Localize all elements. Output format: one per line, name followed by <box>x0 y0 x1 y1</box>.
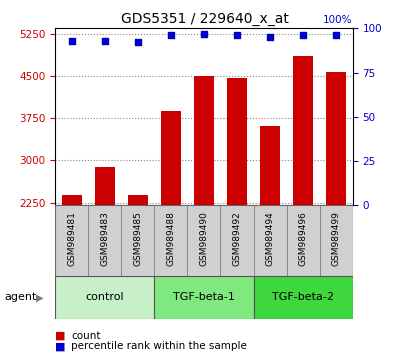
Text: GSM989490: GSM989490 <box>199 211 208 266</box>
Point <box>233 33 240 38</box>
Point <box>101 38 108 44</box>
Bar <box>154 205 187 276</box>
Text: GSM989483: GSM989483 <box>100 211 109 266</box>
Bar <box>128 195 148 205</box>
Point <box>200 31 207 36</box>
Point <box>167 33 174 38</box>
Text: count: count <box>71 331 100 341</box>
Bar <box>253 276 352 319</box>
Text: GSM989481: GSM989481 <box>67 211 76 266</box>
Point <box>332 33 339 38</box>
Bar <box>253 205 286 276</box>
Text: GSM989499: GSM989499 <box>331 211 340 266</box>
Bar <box>227 78 246 205</box>
Text: control: control <box>85 292 124 302</box>
Bar <box>193 75 213 205</box>
Text: GSM989488: GSM989488 <box>166 211 175 266</box>
Text: percentile rank within the sample: percentile rank within the sample <box>71 341 246 351</box>
Bar <box>62 195 81 205</box>
Text: 100%: 100% <box>322 15 352 25</box>
Text: ▶: ▶ <box>36 292 43 302</box>
Bar <box>55 205 88 276</box>
Text: GDS5351 / 229640_x_at: GDS5351 / 229640_x_at <box>121 12 288 27</box>
Bar <box>259 126 279 205</box>
Bar <box>187 205 220 276</box>
Text: GSM989492: GSM989492 <box>232 211 241 266</box>
Bar <box>55 276 154 319</box>
Point <box>134 40 141 45</box>
Point <box>68 38 75 44</box>
Bar <box>154 276 253 319</box>
Text: GSM989494: GSM989494 <box>265 211 274 266</box>
Point <box>299 33 306 38</box>
Bar <box>286 205 319 276</box>
Text: ■: ■ <box>55 331 66 341</box>
Text: TGF-beta-1: TGF-beta-1 <box>173 292 234 302</box>
Bar <box>326 72 345 205</box>
Text: agent: agent <box>4 292 36 302</box>
Point <box>266 34 273 40</box>
Bar <box>161 112 180 205</box>
Text: ■: ■ <box>55 341 66 351</box>
Bar <box>319 205 352 276</box>
Text: GSM989485: GSM989485 <box>133 211 142 266</box>
Bar <box>95 167 115 205</box>
Bar <box>292 56 312 205</box>
Bar <box>88 205 121 276</box>
Text: TGF-beta-2: TGF-beta-2 <box>272 292 333 302</box>
Bar <box>220 205 253 276</box>
Bar <box>121 205 154 276</box>
Text: GSM989496: GSM989496 <box>298 211 307 266</box>
